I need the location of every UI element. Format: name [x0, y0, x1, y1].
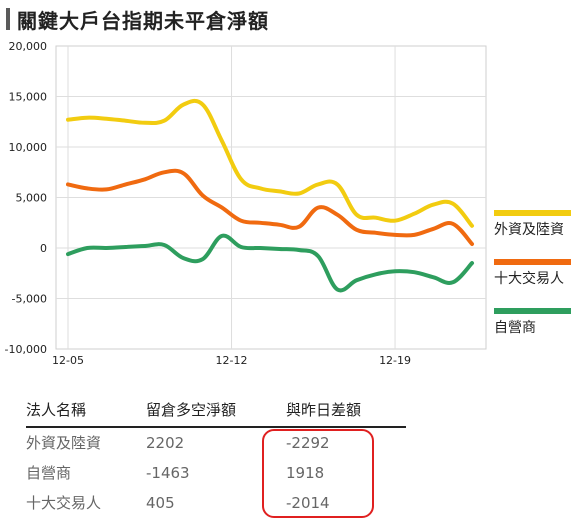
table-row: 十大交易人 405 -2014	[26, 488, 406, 518]
net-position-cell: 405	[146, 493, 175, 512]
daily-change-cell: -2292	[286, 433, 330, 452]
entity-name-cell: 自營商	[26, 464, 72, 482]
daily-change-cell: -2014	[286, 493, 330, 512]
y-tick-label: 5,000	[16, 192, 48, 205]
title-accent-bar	[6, 8, 10, 30]
y-tick-label: 0	[40, 242, 47, 255]
positions-table: 法人名稱 留倉多空淨額 與昨日差額 外資及陸資 2202 -2292 自營商 -…	[26, 395, 406, 518]
series-line	[66, 233, 474, 293]
legend-label: 外資及陸資	[494, 222, 564, 238]
positions-table-container: 法人名稱 留倉多空淨額 與昨日差額 外資及陸資 2202 -2292 自營商 -…	[26, 395, 406, 518]
entity-name-cell: 外資及陸資	[26, 434, 102, 452]
table-row: 外資及陸資 2202 -2292	[26, 427, 406, 458]
column-header-entity: 法人名稱	[26, 395, 146, 428]
y-tick-label: 10,000	[9, 141, 48, 154]
series-line	[66, 168, 474, 246]
y-tick-label: -5,000	[12, 293, 47, 306]
daily-change-cell: 1918	[286, 463, 325, 482]
table-header-row: 法人名稱 留倉多空淨額 與昨日差額	[26, 395, 406, 428]
chart-header: 關鍵大戶台指期未平倉淨額	[6, 4, 269, 34]
y-tick-label: -10,000	[5, 343, 47, 356]
x-tick-label: 12-12	[216, 354, 248, 367]
legend-label: 十大交易人	[494, 270, 564, 287]
page-title: 關鍵大戶台指期未平倉淨額	[17, 8, 269, 33]
net-position-cell: 2202	[146, 433, 185, 452]
series-lines	[66, 98, 474, 293]
y-tick-label: 15,000	[9, 91, 48, 104]
x-tick-label: 12-19	[379, 354, 411, 367]
y-axis-ticks: -10,000 -5,000 0 5,000 10,000 15,000 20,000	[5, 40, 47, 356]
entity-name-cell: 十大交易人	[26, 494, 102, 512]
x-axis-ticks: 12-05 12-12 12-19	[52, 354, 411, 367]
legend-swatch	[494, 308, 571, 314]
grid-lines	[56, 46, 486, 349]
table-row: 自營商 -1463 1918	[26, 458, 406, 488]
column-header-daily-change: 與昨日差額	[286, 395, 406, 428]
y-tick-label: 20,000	[9, 40, 48, 53]
net-position-cell: -1463	[146, 463, 190, 482]
legend-swatch	[494, 210, 571, 216]
x-tick-label: 12-05	[52, 354, 84, 367]
legend-label: 自營商	[494, 320, 536, 336]
column-header-net-position: 留倉多空淨額	[146, 395, 286, 428]
legend-swatch	[494, 259, 571, 265]
series-line	[66, 98, 474, 228]
line-chart: -10,000 -5,000 0 5,000 10,000 15,000 20,000 12…	[5, 40, 571, 367]
